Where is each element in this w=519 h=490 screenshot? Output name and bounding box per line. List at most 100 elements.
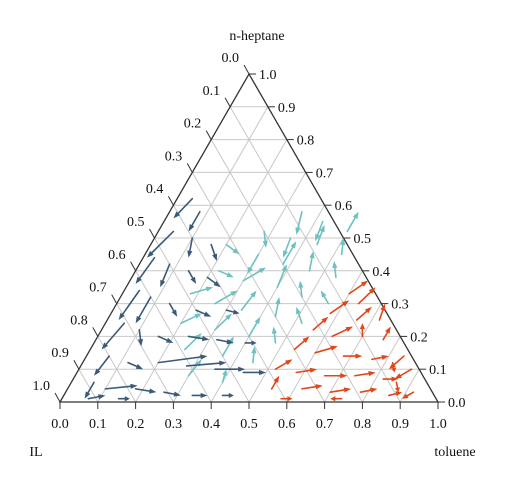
arrow-head — [251, 340, 257, 346]
arrow-shaft — [399, 368, 413, 377]
arrow-shaft — [127, 361, 138, 368]
arrow-head — [212, 253, 218, 261]
arrow-shaft — [185, 362, 221, 367]
grid-lines — [78, 106, 420, 403]
arrow-head — [101, 342, 109, 350]
vector-arrow — [394, 368, 413, 380]
left-tick-label: 1.0 — [33, 379, 51, 394]
vector-arrow — [157, 354, 208, 364]
vector-arrow — [382, 326, 391, 341]
arrow-head — [200, 354, 208, 360]
arrow-head — [146, 250, 154, 258]
arrow-shaft — [221, 341, 232, 357]
arrow-head — [130, 383, 138, 389]
arrow-shaft — [251, 352, 255, 364]
vector-arrow — [329, 387, 352, 393]
arrow-shaft — [105, 322, 126, 346]
arrow-head — [259, 369, 267, 376]
arrow-head — [219, 360, 227, 366]
arrow-shaft — [177, 197, 194, 215]
vector-arrow — [388, 391, 403, 397]
arrow-shaft — [242, 270, 261, 282]
vector-arrow — [214, 366, 246, 372]
vector-arrow — [382, 376, 399, 382]
vector-arrow — [118, 289, 141, 320]
arrow-head — [359, 323, 365, 330]
arrow-head — [188, 224, 195, 232]
vector-arrow — [308, 251, 315, 272]
vector-arrow — [214, 290, 238, 305]
arrow-shaft — [151, 230, 175, 254]
arrow-shaft — [282, 246, 294, 266]
arrow-shaft — [168, 302, 175, 312]
right-tick-label: 0.9 — [278, 101, 296, 116]
right-tick-label: 0.8 — [297, 134, 315, 149]
arrow-head — [355, 353, 363, 359]
arrow-head — [285, 359, 293, 366]
arrow-shaft — [138, 256, 156, 280]
vector-arrow — [316, 224, 325, 246]
arrow-head — [149, 388, 157, 394]
left-tick — [73, 359, 80, 370]
arrow-head — [302, 336, 310, 343]
arrow-head — [124, 396, 130, 402]
right-tick-label: 0.2 — [410, 330, 428, 345]
arrow-shaft — [87, 381, 95, 394]
left-tick-label: 0.8 — [70, 313, 88, 328]
arrow-head — [360, 280, 369, 287]
vector-arrow — [173, 197, 194, 219]
arrow-head — [173, 211, 181, 219]
arrow-head — [330, 396, 336, 402]
vector-arrow — [251, 346, 257, 364]
arrow-head — [247, 266, 253, 275]
arrow-head — [135, 315, 142, 324]
arrow-head — [250, 290, 257, 298]
arrow-shaft — [162, 263, 171, 282]
arrow-head — [251, 346, 257, 354]
arrow-head — [230, 290, 238, 297]
arrow-shaft — [187, 335, 204, 340]
arrow-head — [271, 326, 277, 334]
arrow-shaft — [263, 230, 267, 242]
arrow-shaft — [329, 389, 345, 393]
vector-arrow — [340, 238, 346, 256]
arrow-shaft — [297, 210, 303, 229]
arrow-head — [340, 238, 346, 246]
grid-line — [399, 368, 420, 403]
left-tick-label: 0.5 — [127, 215, 145, 230]
arrow-shaft — [329, 303, 345, 315]
arrow-head — [238, 366, 246, 372]
arrow-head — [391, 367, 397, 373]
left-tick — [54, 392, 61, 403]
arrow-head — [394, 387, 401, 393]
vector-arrow — [282, 241, 297, 266]
arrow-shaft — [183, 337, 198, 351]
arrow-head — [258, 267, 267, 274]
vector-arrow — [127, 361, 144, 370]
arrow-head — [273, 375, 280, 383]
arrow-shaft — [378, 309, 384, 321]
arrow-shaft — [314, 347, 332, 354]
arrow-head — [391, 376, 399, 382]
vector-arrow — [221, 336, 234, 357]
grid-line — [135, 270, 212, 403]
arrow-shaft — [348, 283, 364, 295]
vector-arrow — [357, 287, 376, 305]
bottom-tick-label: 0.6 — [278, 417, 296, 432]
axis-ticks: 0.0 0.0 0.0 0.1 0.1 0.1 0.2 0.2 0.2 0.3 0.3 0.3 0.4 0… — [33, 51, 466, 432]
arrow-head — [381, 354, 389, 360]
vector-arrow — [187, 237, 194, 258]
arrow-shaft — [334, 267, 337, 279]
arrow-shaft — [293, 340, 305, 351]
arrow-head — [332, 260, 338, 269]
arrow-head — [330, 345, 338, 351]
vector-arrow — [359, 387, 378, 393]
bottom-tick-label: 0.4 — [202, 417, 220, 432]
vector-arrow — [402, 391, 415, 399]
arrow-shaft — [189, 288, 208, 295]
arrow-shaft — [270, 380, 277, 390]
arrow-shaft — [371, 356, 383, 361]
arrow-head — [232, 248, 240, 255]
arrow-shaft — [274, 362, 288, 371]
